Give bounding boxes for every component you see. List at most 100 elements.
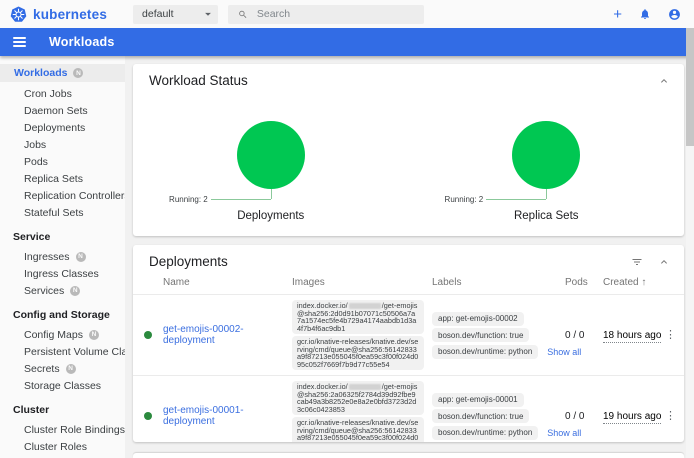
top-bar: kubernetes default + (0, 0, 694, 28)
column-header-label: Pods (565, 277, 588, 288)
label-line: app: get-emojis-00002 (432, 311, 565, 326)
annotation-connector (210, 199, 271, 200)
sidebar-item-label: Persistent Volume Claims (24, 345, 125, 358)
column-header-label: Name (163, 277, 190, 288)
table-body: get-emojis-00002-deployment index.docker.… (133, 294, 684, 442)
replica-sets-pie-chart: Running: 2 Replica Sets (409, 93, 685, 227)
chart-title: Deployments (237, 210, 305, 222)
image-chip: gcr.io/knative-releases/knative.dev/serv… (292, 336, 424, 370)
chart-title: Replica Sets (513, 210, 579, 222)
search-input[interactable] (256, 8, 415, 20)
sidebar-item-label: Workloads (14, 67, 68, 79)
sidebar-item-jobs[interactable]: Jobs (0, 136, 125, 153)
created-cell: 18 hours ago (603, 329, 665, 343)
table-header-row: Name Images Labels Pods Created ↑ (133, 274, 684, 294)
name-cell: get-emojis-00002-deployment (163, 324, 292, 346)
sidebar-item-cluster-role-bindings[interactable]: Cluster Role Bindings (0, 421, 125, 438)
pods-count-cell: 0 / 0 (565, 329, 585, 341)
sidebar-item-label: Secrets (24, 362, 60, 375)
image-path-text: gcr.io/knative-releases/knative.dev/serv… (297, 418, 419, 442)
sidebar-item-label: Replica Sets (24, 172, 83, 185)
deployments-card: Deployments Name Images Labels Pods Created … (133, 245, 684, 442)
column-header-created[interactable]: Created ↑ (603, 277, 665, 288)
label-chip: app: get-emojis-00001 (432, 392, 524, 407)
workload-status-charts: Running: 2 Deployments Running: 2 Replic… (133, 93, 684, 236)
label-line: boson.dev/function: true (432, 328, 565, 342)
app-bar: Workloads (0, 28, 694, 56)
namespaced-badge-icon: N (75, 251, 86, 262)
pie-running-slice (236, 121, 305, 189)
sidebar-item-label: Cron Jobs (24, 87, 72, 100)
namespaced-badge-icon: N (73, 68, 84, 78)
sidebar-item-label: Stateful Sets (24, 206, 84, 219)
namespaced-badge-icon: N (70, 285, 81, 296)
image-chip: index.docker.io//get-emojis@sha256:2d0d9… (292, 300, 424, 334)
sidebar-item-storage-classes[interactable]: Storage Classes (0, 377, 125, 394)
sort-ascending-arrow-icon: ↑ (638, 277, 647, 288)
sidebar-item-label: Services (24, 284, 65, 297)
workload-status-title: Workload Status (149, 73, 248, 88)
redacted-registry-user (348, 384, 381, 391)
deployment-name-link[interactable]: get-emojis-00002-deployment (163, 324, 244, 346)
label-chip: boson.dev/function: true (432, 328, 530, 342)
sidebar-item-workloads[interactable]: Workloads N (0, 64, 125, 82)
sidebar-item-ingresses[interactable]: Ingresses N (0, 248, 125, 265)
column-header-name[interactable]: Name (163, 277, 292, 288)
name-cell: get-emojis-00001-deployment (163, 405, 292, 427)
sidebar-item-daemon-sets[interactable]: Daemon Sets (0, 102, 125, 119)
create-resource-button[interactable]: + (613, 5, 622, 23)
sidebar-item-stateful-sets[interactable]: Stateful Sets (0, 204, 125, 221)
pie-annotation: Running: 2 (169, 195, 208, 204)
sidebar-item-ingress-classes[interactable]: Ingress Classes (0, 265, 125, 282)
sidebar-item-label: Replication Controllers (24, 189, 125, 202)
sidebar-item-label: Cluster Role Bindings (24, 423, 125, 436)
show-all-labels-link[interactable]: Show all (547, 346, 582, 357)
created-relative-time: 19 hours ago (603, 410, 662, 424)
images-cell: index.docker.io//get-emojis@sha256:2a063… (292, 379, 432, 442)
pie-annotation: Running: 2 (444, 195, 484, 204)
sidebar-item-config-maps[interactable]: Config Maps N (0, 326, 125, 343)
top-bar-actions: + (613, 7, 694, 22)
collapse-card-icon[interactable] (658, 75, 670, 87)
sidebar-item-label: Pods (24, 155, 48, 168)
column-header-labels[interactable]: Labels (432, 277, 565, 288)
row-actions-cell: ⋮ (665, 328, 683, 341)
show-all-labels-link[interactable]: Show all (547, 427, 582, 438)
column-header-label: Created (603, 277, 639, 288)
kubernetes-logo-home-link[interactable]: kubernetes (10, 6, 107, 23)
deployments-title: Deployments (149, 254, 228, 269)
vertical-scrollbar[interactable] (686, 28, 694, 458)
sidebar-item-secrets[interactable]: Secrets N (0, 360, 125, 377)
sidebar-item-replication-controllers[interactable]: Replication Controllers (0, 187, 125, 204)
column-header-pods[interactable]: Pods (565, 277, 603, 288)
sidebar-item-pods[interactable]: Pods (0, 153, 125, 170)
global-search[interactable] (228, 4, 425, 24)
page-title: Workloads (49, 35, 115, 49)
sidebar-item-label: Ingress Classes (24, 267, 99, 280)
sidebar-item-deployments[interactable]: Deployments (0, 119, 125, 136)
scrollbar-thumb[interactable] (686, 28, 694, 146)
namespace-selector[interactable]: default (133, 4, 219, 24)
sidebar-item-cron-jobs[interactable]: Cron Jobs (0, 85, 125, 102)
created-cell: 19 hours ago (603, 410, 665, 424)
image-chip: gcr.io/knative-releases/knative.dev/serv… (292, 417, 424, 442)
collapse-card-icon[interactable] (658, 256, 670, 268)
filter-icon[interactable] (631, 256, 643, 268)
sidebar-item-label: Storage Classes (24, 379, 102, 392)
images-cell: index.docker.io//get-emojis@sha256:2d0d9… (292, 298, 432, 372)
sidebar-item-services[interactable]: Services N (0, 282, 125, 299)
brand-name: kubernetes (33, 6, 108, 22)
sidebar-item-cluster-roles[interactable]: Cluster Roles (0, 438, 125, 455)
kebab-menu-icon[interactable]: ⋮ (665, 328, 676, 341)
kebab-menu-icon[interactable]: ⋮ (665, 409, 676, 422)
menu-hamburger-icon[interactable] (13, 36, 26, 48)
image-chip: index.docker.io//get-emojis@sha256:2a063… (292, 381, 424, 415)
column-header-images[interactable]: Images (292, 277, 432, 288)
sidebar-item-persistent-volume-claims[interactable]: Persistent Volume ClaimsN (0, 343, 125, 360)
deployment-name-link[interactable]: get-emojis-00001-deployment (163, 405, 244, 427)
label-line: boson.dev/runtime: python Show all (432, 425, 581, 440)
account-circle-icon[interactable] (668, 8, 681, 21)
notifications-bell-icon[interactable] (639, 8, 651, 20)
sidebar-item-replica-sets[interactable]: Replica Sets (0, 170, 125, 187)
label-line: app: get-emojis-00001 (432, 392, 565, 407)
